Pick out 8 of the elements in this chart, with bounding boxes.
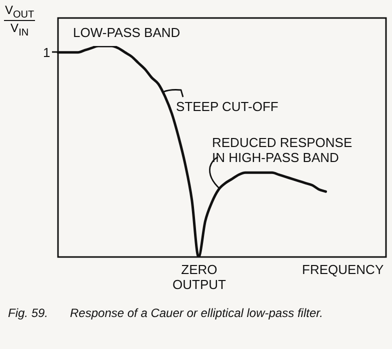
x-axis-title: FREQUENCY <box>302 262 384 277</box>
y-axis-title: V$_{OUT}$ V$_{IN}$ <box>4 3 36 39</box>
text: LOW-PASS BAND <box>73 25 180 40</box>
caption: Fig. 59. <box>8 306 48 321</box>
text: ZERO OUTPUT <box>172 262 226 292</box>
annotation: STEEP CUT-OFF <box>176 99 278 114</box>
text: 1 <box>43 45 50 60</box>
text: Response of a Cauer or elliptical low-pass filter. <box>70 306 324 321</box>
